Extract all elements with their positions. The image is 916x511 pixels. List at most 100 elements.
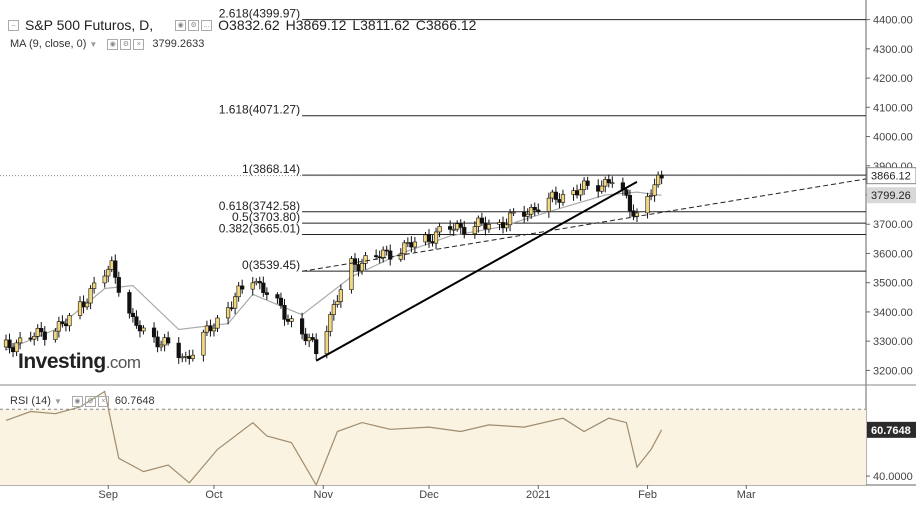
rsi-badge-label: 60.7648 (871, 425, 911, 437)
candle-body (458, 223, 463, 228)
rsi-tick-label: 40.0000 (873, 471, 913, 483)
candle-body (42, 331, 47, 340)
candle-body (278, 297, 284, 306)
candle-body (282, 305, 287, 320)
candle-body (81, 301, 86, 308)
ohlc-high: H3869.12 (285, 17, 347, 34)
settings-icon[interactable]: ⚙ (188, 19, 200, 31)
price-tick-label: 4300.00 (873, 44, 913, 56)
candle-body (84, 302, 90, 308)
time-tick-label: Sep (98, 489, 118, 501)
candle-body (462, 227, 467, 235)
price-tick-label: 3400.00 (873, 307, 913, 319)
candle-body (377, 256, 382, 259)
candle-body (201, 331, 206, 356)
candle-body (307, 337, 312, 342)
candle-body (14, 342, 19, 353)
candle-body (412, 241, 418, 248)
candle-body (529, 207, 534, 215)
candle-body (596, 185, 601, 192)
candle-body (162, 337, 167, 346)
candle-body (448, 226, 453, 230)
time-tick-label: Mar (737, 489, 756, 501)
ma-label: MA (9, close, 0) (10, 38, 87, 51)
candle-body (384, 249, 389, 252)
candle-body (553, 191, 558, 200)
candle-body (113, 260, 118, 278)
candle-body (500, 222, 506, 229)
price-tick-label: 4200.00 (873, 73, 913, 85)
fib-level-label: 0.5(3703.80) (232, 210, 300, 224)
candle-body (578, 189, 583, 196)
candle-body (190, 354, 195, 359)
last-price-badge-label: 3866.12 (871, 171, 911, 183)
more-icon[interactable]: … (201, 19, 213, 31)
candle-body (398, 253, 403, 260)
candle-body (155, 336, 160, 348)
candle-body (130, 312, 136, 318)
candle-body (648, 195, 654, 197)
rsi-line (5, 390, 663, 487)
candle-body (77, 301, 83, 316)
close-icon[interactable]: × (133, 38, 145, 50)
candle-body (176, 342, 181, 358)
candle-body (240, 285, 245, 290)
fib-level-label: 2.618(4399.97) (219, 7, 300, 21)
rsi-label: RSI (14) (10, 395, 51, 408)
logo-brand: Investing (18, 350, 106, 373)
candle-body (659, 174, 664, 179)
candle-body (574, 190, 580, 196)
chevron-down-icon[interactable]: ▼ (89, 39, 98, 49)
chevron-down-icon[interactable]: ▼ (53, 396, 62, 406)
price-tick-label: 3300.00 (873, 336, 913, 348)
eye-icon[interactable]: ◉ (71, 395, 83, 407)
rsi-band (0, 409, 866, 485)
candle-body (28, 337, 33, 340)
candle-body (352, 258, 358, 265)
eye-icon[interactable]: ◉ (107, 38, 119, 50)
logo-suffix: .com (105, 353, 141, 372)
candle-body (610, 182, 615, 185)
candle-body (476, 217, 481, 227)
candle-body (102, 275, 107, 284)
ma-legend: MA (9, close, 0) ▼ ◉ ⚙ × 3799.2633 (10, 38, 204, 50)
candle-body (356, 264, 361, 272)
settings-icon[interactable]: ⚙ (84, 395, 96, 407)
rsi-badge (867, 421, 916, 438)
candle-body (166, 337, 171, 344)
price-tick-label: 3600.00 (873, 248, 913, 260)
candle-body (557, 199, 562, 203)
close-icon[interactable]: × (97, 395, 109, 407)
ohlc-open: O3832.62 (218, 17, 280, 34)
candle-body (32, 336, 37, 340)
candle-body (472, 226, 477, 235)
candle-body (363, 255, 368, 264)
chevron-collapse-icon[interactable]: – (8, 19, 19, 31)
candle-body (134, 316, 139, 326)
candle-body (409, 242, 414, 248)
candle-body (215, 317, 220, 329)
candle-body (525, 213, 530, 217)
candle-body (88, 288, 93, 304)
candle-body (331, 304, 336, 315)
candle-body (560, 194, 566, 203)
dashed-trendline (302, 178, 867, 272)
candle-body (63, 323, 69, 327)
candle-body (289, 318, 294, 322)
eye-icon[interactable]: ◉ (175, 19, 187, 31)
candle-body (381, 249, 386, 258)
time-tick-label: Dec (419, 489, 439, 501)
candle-body (451, 228, 456, 231)
candle-body (187, 355, 192, 359)
candle-body (236, 285, 241, 298)
fib-level-label: 1(3868.14) (242, 162, 300, 176)
candle-body (225, 307, 231, 319)
candle-body (656, 174, 661, 186)
settings-icon[interactable]: ⚙ (120, 38, 132, 50)
candle-body (233, 296, 238, 309)
candle-body (208, 325, 213, 332)
candle-body (180, 356, 185, 359)
candle-body (585, 180, 590, 186)
